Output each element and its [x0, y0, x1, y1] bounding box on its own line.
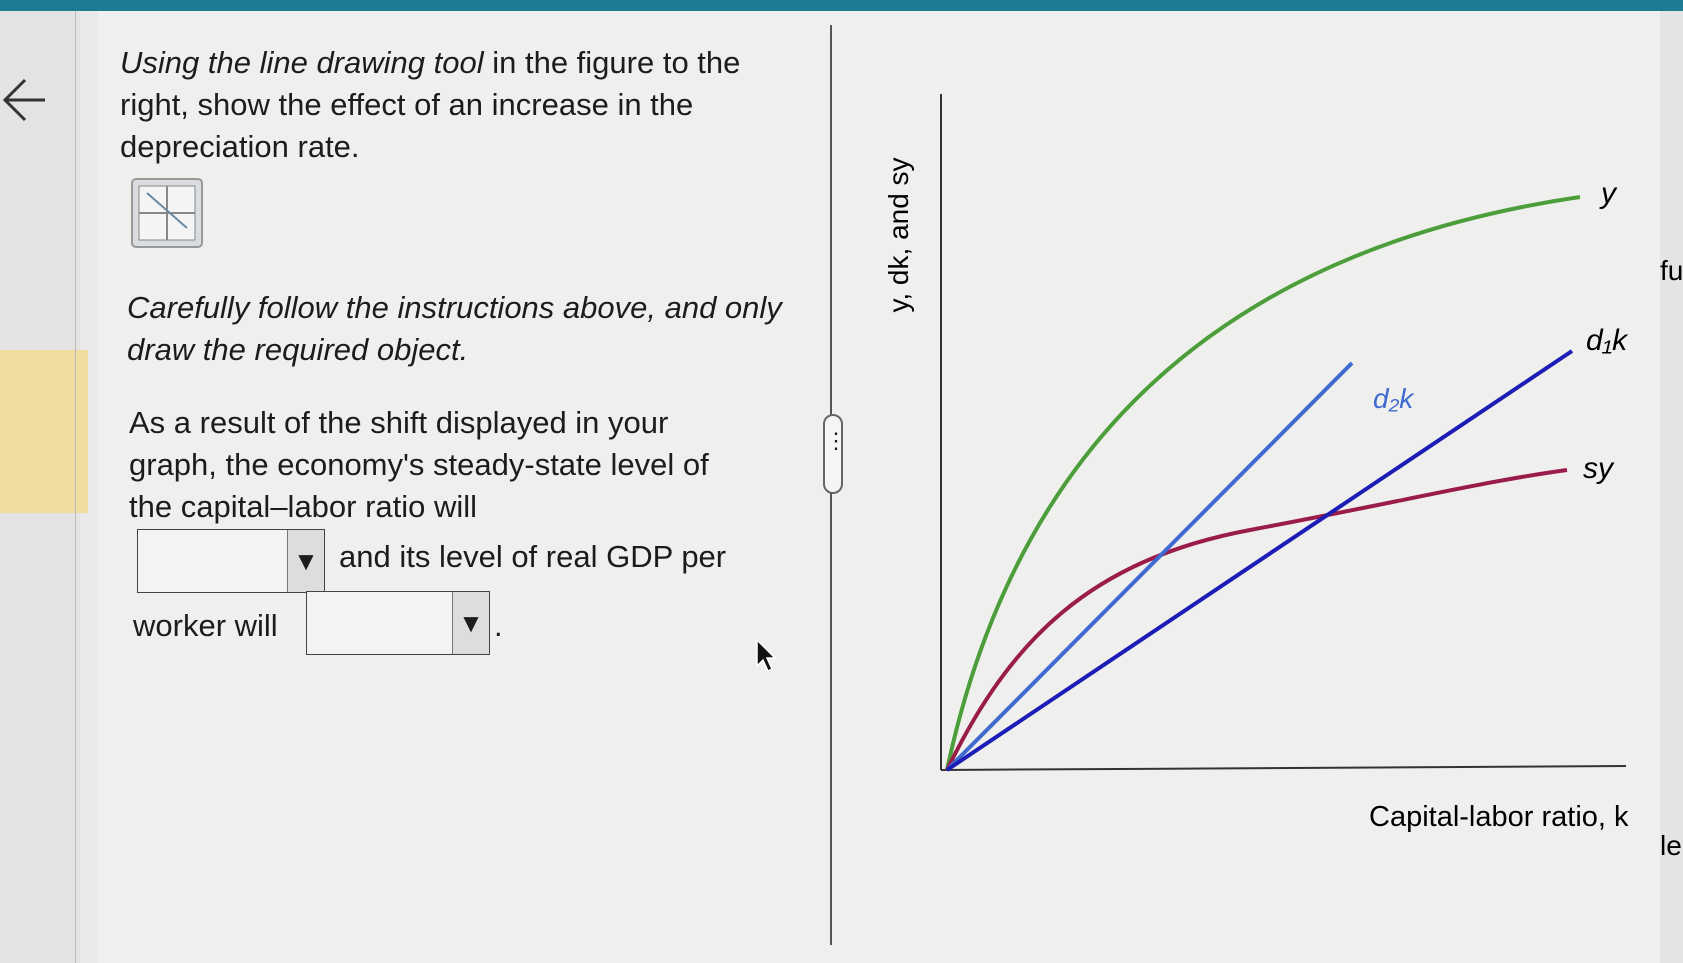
dropdown-gdp[interactable]: ▼ [306, 591, 490, 655]
d2k-line [945, 361, 1354, 772]
instructions: Using the line drawing tool in the figur… [120, 42, 760, 168]
cursor [756, 638, 777, 673]
dropdown-button[interactable]: ▼ [287, 530, 324, 592]
top-bar [0, 0, 1683, 11]
question-middle: and its level of real GDP per [339, 539, 727, 574]
x-axis-label: Capital-labor ratio, k [1369, 801, 1629, 833]
back-arrow[interactable] [0, 75, 50, 125]
highlight-strip [0, 350, 88, 513]
dropdown-button[interactable]: ▼ [452, 592, 489, 654]
line-tool-icon[interactable] [131, 178, 203, 248]
y-curve [945, 195, 1581, 771]
curve-label: sy [1583, 452, 1615, 485]
d1k-line [945, 349, 1574, 772]
question-lead: As a result of the shift displayed in yo… [129, 405, 709, 524]
note: Carefully follow the instructions above,… [127, 290, 782, 367]
curve-label: y [1599, 177, 1618, 210]
curve-label: d₁k [1586, 324, 1629, 357]
instructions-italic: Using the line drawing tool [120, 45, 484, 80]
question-middle-end: worker will [133, 608, 278, 643]
main-panel [98, 11, 1663, 963]
right-edge [1660, 11, 1683, 963]
instructions-text: in the figure to the right, show the eff… [120, 45, 741, 164]
x-axis [940, 765, 1627, 771]
edge-text: fu [1660, 255, 1683, 286]
graph: y d₁k d₂k sy y, dk, and sy Capital-labor… [883, 11, 1683, 963]
divider [75, 11, 76, 963]
edge-text: le [1660, 830, 1682, 861]
sy-curve [945, 468, 1568, 771]
curve-label: d₂k [1373, 383, 1415, 414]
clip-mask [1630, 790, 1660, 840]
resize-handle[interactable]: ⋮ [823, 414, 847, 494]
y-axis-label: y, dk, and sy [883, 157, 914, 312]
dropdown-capital[interactable]: ▼ [137, 529, 325, 593]
question-end: . [494, 608, 503, 643]
